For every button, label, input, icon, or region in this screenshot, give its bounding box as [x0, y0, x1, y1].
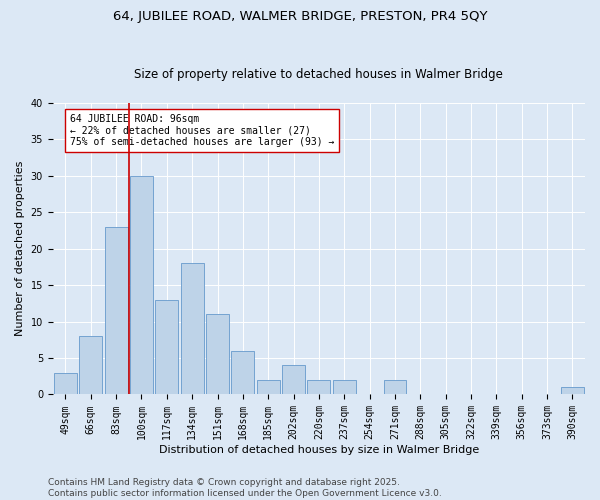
Y-axis label: Number of detached properties: Number of detached properties [15, 161, 25, 336]
Bar [54, 372, 77, 394]
Bar [333, 380, 356, 394]
Text: Contains HM Land Registry data © Crown copyright and database right 2025.
Contai: Contains HM Land Registry data © Crown c… [48, 478, 442, 498]
Text: 64, JUBILEE ROAD, WALMER BRIDGE, PRESTON, PR4 5QY: 64, JUBILEE ROAD, WALMER BRIDGE, PRESTON… [113, 10, 487, 23]
Bar [383, 380, 406, 394]
Title: Size of property relative to detached houses in Walmer Bridge: Size of property relative to detached ho… [134, 68, 503, 81]
Bar [206, 314, 229, 394]
Bar [105, 227, 128, 394]
X-axis label: Distribution of detached houses by size in Walmer Bridge: Distribution of detached houses by size … [159, 445, 479, 455]
Bar [130, 176, 153, 394]
Bar [155, 300, 178, 394]
Bar [232, 351, 254, 395]
Bar [181, 264, 203, 394]
Bar [257, 380, 280, 394]
Bar [307, 380, 330, 394]
Text: 64 JUBILEE ROAD: 96sqm
← 22% of detached houses are smaller (27)
75% of semi-det: 64 JUBILEE ROAD: 96sqm ← 22% of detached… [70, 114, 334, 147]
Bar [79, 336, 102, 394]
Bar [561, 387, 584, 394]
Bar [282, 366, 305, 394]
